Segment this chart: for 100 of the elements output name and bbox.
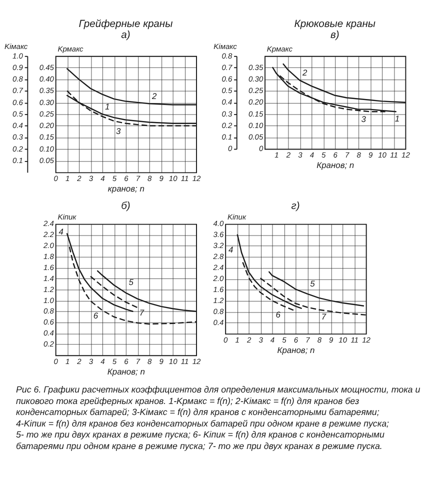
- y-tick-label: 2.8: [212, 252, 225, 262]
- x-tick-label: 8: [356, 150, 362, 160]
- y-tick-label: 0.2: [44, 340, 55, 349]
- x-axis-title: Кранов; n: [107, 366, 146, 376]
- y-tick-label: 2.4: [212, 263, 224, 272]
- y2-tick-label: 0.05: [248, 132, 264, 142]
- x-tick-label: 9: [159, 357, 164, 366]
- x-tick-label: 10: [168, 357, 178, 366]
- y-tick-label: 3.2: [213, 241, 225, 250]
- x-tick-label: 9: [159, 174, 164, 184]
- y2-tick-label: 0.40: [39, 74, 55, 84]
- y2-tick-label: 0.20: [248, 98, 264, 107]
- x-tick-label: 3: [298, 150, 304, 160]
- y-axis-title: Kiпик: [58, 212, 77, 222]
- y-tick-label: 1.2: [44, 284, 55, 294]
- series-label: 7: [321, 312, 326, 322]
- x-tick-label: 1: [274, 150, 279, 160]
- chart-subtitle: а): [121, 30, 130, 42]
- y-tick-label: 1.0: [12, 51, 24, 60]
- x-tick-label: 4: [100, 174, 105, 184]
- y-tick-label: 1.0: [44, 296, 55, 305]
- y2-tick-label: 0.30: [39, 98, 55, 107]
- x-tick-label: 7: [136, 174, 141, 184]
- x-tick-label: 6: [294, 336, 299, 344]
- x-axis-title: кранов; n: [108, 183, 145, 194]
- y-tick-label: 0.4: [12, 121, 23, 130]
- x-tick-label: 12: [192, 357, 202, 366]
- x-tick-label: 1: [65, 174, 70, 184]
- y-tick-label: 2.0: [212, 274, 225, 284]
- y-tick-label: 0.8: [222, 51, 233, 60]
- y2-tick-label: 0.15: [248, 109, 264, 118]
- y-tick-label: 0.6: [44, 318, 55, 327]
- y-tick-label: 0.8: [12, 74, 24, 84]
- series-label: 3: [116, 126, 121, 136]
- y2-tick-label: 0.20: [39, 121, 55, 130]
- y-tick-label: 0.6: [222, 74, 233, 84]
- series-label: 4: [228, 244, 234, 255]
- x-tick-label: 9: [329, 336, 334, 344]
- y-tick-label: 1.6: [44, 262, 55, 272]
- x-tick-label: 11: [180, 174, 189, 184]
- x-tick-label: 2: [76, 357, 82, 366]
- series-label: 1: [105, 101, 110, 112]
- y-tick-label: 1.8: [44, 252, 55, 262]
- y2-axis-title: Kрмакс: [266, 44, 293, 54]
- x-tick-label: 11: [390, 150, 398, 160]
- x-tick-label: 2: [76, 174, 82, 184]
- y-tick-label: 0.7: [222, 62, 233, 72]
- x-tick-label: 12: [402, 150, 411, 160]
- x-tick-label: 6: [124, 174, 130, 184]
- series-label: 1: [394, 114, 400, 124]
- x-tick-label: 7: [136, 357, 141, 366]
- y-tick-label: 0.4: [44, 328, 54, 338]
- series-label: 5: [128, 277, 134, 288]
- chart-title: Грейферные краны: [78, 18, 174, 30]
- x-tick-label: 5: [112, 357, 118, 366]
- y-axis-title: Kiмакс: [4, 42, 28, 51]
- y-tick-label: 0.3: [12, 132, 24, 142]
- y-tick-label: 0.4: [222, 98, 232, 107]
- x-axis-title: Кранов; n: [277, 344, 315, 355]
- x-tick-label: 10: [378, 150, 388, 160]
- y2-tick-label: 0: [258, 144, 264, 154]
- x-tick-label: 3: [88, 357, 94, 366]
- y-tick-label: 0.4: [213, 318, 224, 327]
- chart-title: б): [121, 200, 130, 212]
- y-tick-label: 1.2: [213, 296, 225, 306]
- text: Рис 6. Графики расчетных коэффициентов для определения максимальных мощности, тока и пикового тока грейферных кранов. 1-Kрмакс = f(n); 2-Kiмакс = f(n) для кранов без конденсаторных батарей; 3-Kiмакс = f(n) для кранов с конденсаторными батареями; 4-Kiпик = f(n) для кранов без конденсаторных батарей при одном кране в режиме пуска; 5- то же при двух кранах в режиме пуска; 6- Kiпик = f(n) для кранов с конденсаторными батареями при одном кране в режиме пуска; 7- то же при двух кранах в режиме пуска.: [16, 384, 420, 451]
- y-tick-label: 2.4: [42, 219, 54, 228]
- chart-title: Крюковые краны: [294, 18, 376, 30]
- x-tick-label: 1: [235, 336, 240, 344]
- x-tick-label: 7: [306, 336, 311, 344]
- y2-tick-label: 0.25: [248, 86, 264, 96]
- x-tick-label: 4: [270, 336, 275, 344]
- x-tick-label: 8: [148, 357, 153, 366]
- y-tick-label: 0.8: [213, 306, 225, 316]
- series-label: 7: [139, 308, 144, 318]
- y-axis-title: Kiпик: [227, 212, 246, 222]
- y2-tick-label: 0.35: [39, 86, 55, 96]
- series-label: 6: [276, 310, 281, 320]
- x-axis-title: Кранов; n: [316, 160, 354, 170]
- y-tick-label: 0.5: [222, 86, 233, 96]
- x-tick-label: 8: [148, 174, 153, 184]
- series-label: 5: [310, 278, 316, 289]
- y-tick-label: 0.1: [12, 156, 23, 165]
- y-tick-label: 0.1: [222, 132, 232, 142]
- x-tick-label: 6: [124, 357, 130, 366]
- y2-axis-title: Kрмакс: [58, 44, 84, 54]
- x-tick-label: 3: [258, 336, 264, 344]
- y-tick-label: 1.6: [213, 285, 225, 294]
- x-tick-label: 5: [322, 150, 327, 160]
- x-tick-label: 3: [88, 174, 94, 184]
- x-tick-label: 7: [344, 150, 350, 160]
- chart-subtitle: в): [330, 30, 340, 42]
- x-tick-label: 10: [168, 174, 178, 184]
- x-tick-label: 11: [350, 336, 358, 344]
- y2-tick-label: 0.05: [39, 156, 55, 165]
- y2-tick-label: 0.10: [39, 144, 55, 154]
- x-tick-label: 2: [285, 150, 292, 160]
- x-tick-label: 1: [65, 357, 70, 366]
- x-tick-label: 4: [310, 150, 314, 160]
- x-tick-label: 5: [112, 174, 118, 184]
